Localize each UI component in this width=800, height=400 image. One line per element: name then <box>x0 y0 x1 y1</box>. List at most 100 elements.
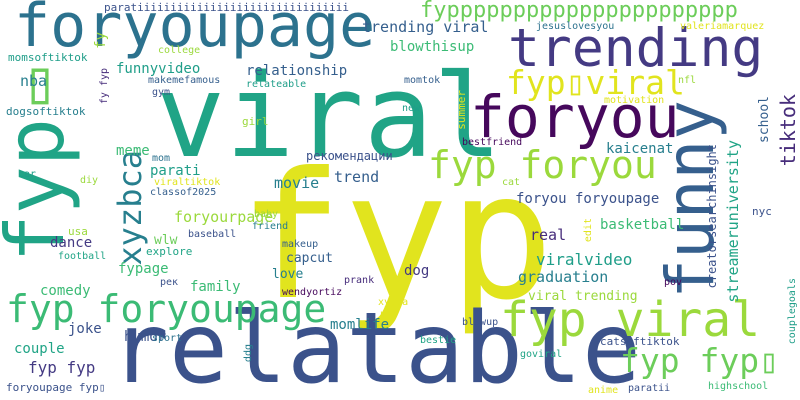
word-girl: girl <box>242 115 269 128</box>
word-recommendations: рекомендации <box>306 149 393 163</box>
word-diy: diy <box>80 175 99 186</box>
word-valeriamarquez: valeriamarquez <box>680 21 765 32</box>
word-pek: рек <box>160 277 179 288</box>
word-friend: friend <box>252 221 289 232</box>
word-anime: anime <box>588 385 619 396</box>
word-cat: cat <box>502 177 521 188</box>
word-dance: dance <box>50 235 93 251</box>
word-foryou-foryoupage: foryou foryoupage <box>516 191 660 207</box>
word-xybca: xybca <box>378 297 409 308</box>
word-joke: joke <box>68 321 102 337</box>
word-funnyvideo: funnyvideo <box>116 61 201 77</box>
word-car: car <box>18 169 37 180</box>
word-fyp-viral: fyp viral <box>500 292 761 348</box>
word-mom: mom <box>152 153 171 164</box>
word-wendyortiz: wendyortiz <box>282 287 343 298</box>
word-kaicenat: kaicenat <box>606 141 674 157</box>
word-viral-trending: viral trending <box>528 289 638 304</box>
word-edit: edit <box>583 218 594 243</box>
word-relationship: relationship <box>246 63 348 79</box>
word-parati: parati <box>150 163 201 179</box>
word-trend: trend <box>334 168 380 186</box>
word-classof2025: classof2025 <box>150 187 217 198</box>
word-bestie: bestie <box>420 335 457 346</box>
word-foryoupage-fyp: foryoupage fyp▯ <box>6 381 106 394</box>
word-capcut: capcut <box>286 251 333 266</box>
word-paratii-long: paratіііііііііііііііііііііііііііііііі <box>104 1 350 14</box>
word-streameruniversity: streameruniversity <box>724 140 742 303</box>
word-ddg: ddg <box>243 344 254 363</box>
word-graduation: graduation <box>518 268 609 286</box>
word-goviral: goviral <box>520 349 563 360</box>
word-humor: humor <box>124 329 167 345</box>
word-viral: viral <box>156 50 503 184</box>
word-real: real <box>530 226 567 244</box>
word-pov: pov <box>664 277 683 288</box>
word-fypage: fypage <box>118 261 169 277</box>
word-fyp-foryou: fyp foryou <box>428 143 657 187</box>
word-trending: trending <box>508 18 764 79</box>
word-momlife: momlife <box>330 317 390 333</box>
word-tiktok: tiktok <box>776 94 800 167</box>
word-makemefamous: makemefamous <box>148 75 221 86</box>
word-summer: summer <box>455 90 468 130</box>
word-wlw: wlw <box>154 233 178 248</box>
word-fy: fy <box>93 32 109 49</box>
word-motivation: motivation <box>604 95 665 106</box>
word-basketball: basketball <box>600 217 685 233</box>
word-momsoftiktok: momsoftiktok <box>8 51 88 64</box>
word-explore: explore <box>146 245 193 258</box>
word-makeup: makeup <box>282 239 319 250</box>
word-comedy: comedy <box>40 283 91 299</box>
word-trending-viral: trending viral <box>362 18 489 36</box>
word-gym: gym <box>152 87 171 98</box>
word-nba: nba <box>20 72 48 90</box>
word-fypppp: fypppppppppppppppppppppp <box>420 0 738 23</box>
word-relatable: relatable <box>110 292 642 400</box>
word-family: family <box>190 279 241 295</box>
word-fy-fyp: fy fyp <box>99 68 110 105</box>
word-new: new <box>402 103 421 114</box>
word-xyzbca: xyzbca <box>111 150 149 266</box>
word-baseball: baseball <box>188 229 237 240</box>
word-sport: sport <box>152 333 183 344</box>
word-relateable: relateable <box>246 79 307 90</box>
word-love: love <box>272 267 304 282</box>
word-blowthisup: blowthisup <box>390 39 475 55</box>
word-paratii: paratii <box>628 383 671 394</box>
word-dog: dog <box>404 263 430 279</box>
word-bestfriend: bestfriend <box>462 137 523 148</box>
word-blowup: blowup <box>462 317 499 328</box>
word-jesuslovesyou: jesuslovesyou <box>536 21 615 32</box>
word-highschool: highschool <box>708 381 769 392</box>
word-bf: bf <box>380 311 393 322</box>
word-meme: meme <box>116 143 150 159</box>
word-creatorsearchinsight: creatorsearchinsight <box>705 144 719 289</box>
word-viralvideo: viralvideo <box>536 250 633 269</box>
word-prank: prank <box>344 275 375 286</box>
word-catsoftiktok: catsoftiktok <box>600 335 680 348</box>
word-fyp: fyp <box>238 136 555 339</box>
word-movie: movie <box>274 174 320 192</box>
word-viraltiktok: viraltiktok <box>154 177 221 188</box>
word-momtok: momtok <box>404 75 441 86</box>
word-school: school <box>757 96 772 143</box>
word-fyp-fyp: fyp fyp <box>28 358 96 377</box>
word-football: football <box>58 251 107 262</box>
word-nfl: nfl <box>678 75 697 86</box>
word-couplegoals: couplegoals <box>787 278 798 345</box>
word-nyc: nyc <box>752 205 772 218</box>
word-dogsoftiktok: dogsoftiktok <box>6 105 86 118</box>
word-baby: baby <box>254 209 279 220</box>
word-fyp-foryoupage: fyp foryoupage <box>6 287 327 331</box>
word-foryoupage: foryoupage <box>14 0 376 61</box>
word-college: college <box>158 45 201 56</box>
word-foryou: foryou <box>470 83 680 151</box>
word-box-left: ▯ <box>22 47 59 117</box>
word-couple: couple <box>14 341 65 357</box>
word-fyp-fyp-box: fyp fyp▯ <box>620 341 779 380</box>
word-usa: usa <box>68 225 88 238</box>
word-fyp-box-viral: fyp▯viral <box>506 63 685 102</box>
word-foryourpage: foryourpage <box>174 208 274 226</box>
